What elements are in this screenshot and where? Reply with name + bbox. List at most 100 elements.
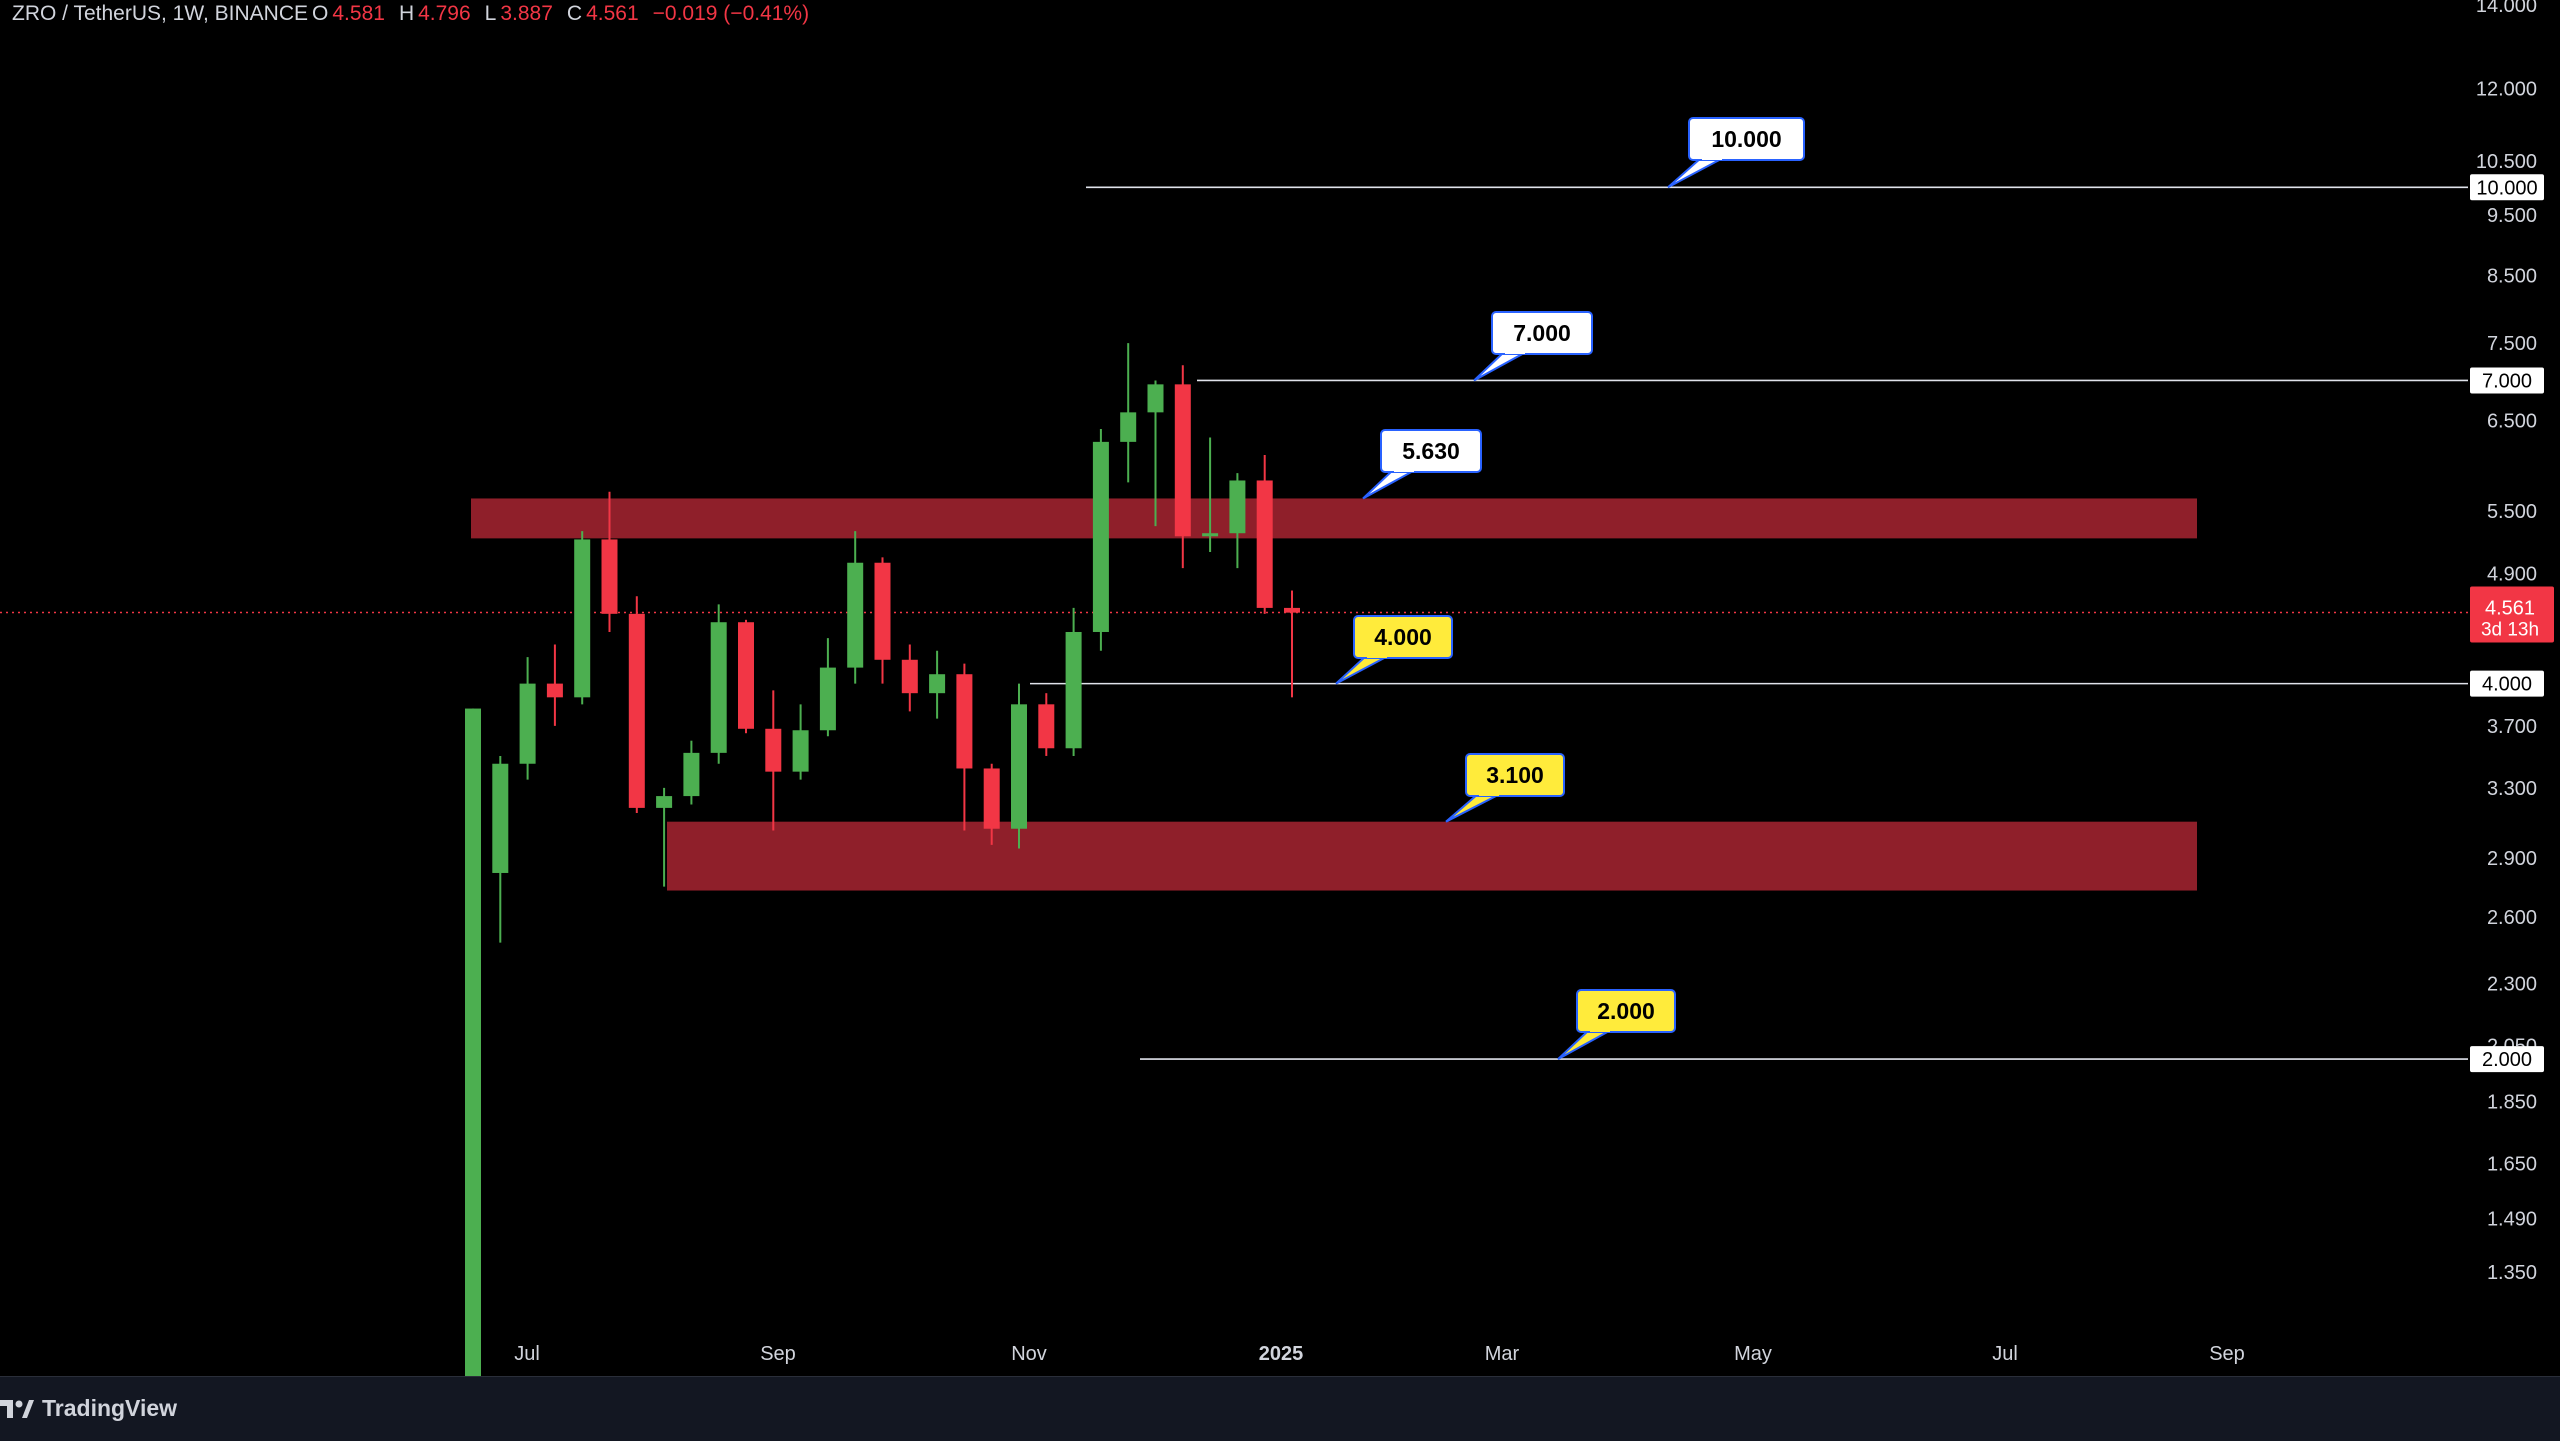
- countdown-label: 3d 13h: [2481, 620, 2539, 641]
- callout-5.630: 5.630: [1362, 429, 1482, 500]
- price-tick: 8.500: [2487, 265, 2537, 287]
- price-tick: 5.500: [2487, 501, 2537, 523]
- candle-body: [1256, 480, 1273, 608]
- candle-body: [738, 622, 754, 729]
- price-tick: 10.500: [2476, 151, 2537, 173]
- price-chart[interactable]: 10.000 7.000 5.630 4.000 3.100 2.000 14.000 12…: [0, 0, 2560, 1376]
- brand-name: TradingView: [42, 1395, 178, 1421]
- price-tick: 12.000: [2476, 79, 2537, 101]
- price-axis: 14.000 12.000 10.500 9.500 8.500 7.500 6.500 5.…: [2470, 0, 2554, 1284]
- axis-level-badge: [2470, 670, 2544, 697]
- callout-2.000: 2.000: [1557, 989, 1676, 1060]
- price-tick: 4.900: [2487, 564, 2537, 586]
- callout-4.000: 4.000: [1335, 615, 1453, 685]
- candle-body: [1038, 704, 1055, 749]
- price-tick: 1.490: [2487, 1209, 2537, 1231]
- candle-body: [901, 659, 918, 694]
- callout-box: [1576, 989, 1676, 1033]
- callout-label: 4.000: [1374, 624, 1432, 650]
- resistance-zone-0: [471, 498, 2197, 539]
- candle-body: [983, 768, 1000, 829]
- time-tick: Sep: [2209, 1343, 2245, 1365]
- callout-pointer: [1362, 469, 1416, 500]
- candle-body: [683, 752, 700, 797]
- open-value: 4.581: [332, 2, 385, 25]
- candles-layer: [465, 343, 1300, 1376]
- resistance-zone-1: [667, 821, 2197, 891]
- price-tick: 3.700: [2487, 716, 2537, 738]
- callout-pointer: [1445, 793, 1501, 823]
- callout-pointer: [1335, 655, 1389, 685]
- candle-body: [929, 674, 946, 694]
- callout-10.000: 10.000: [1667, 117, 1805, 189]
- callout-pointer: [1473, 351, 1527, 382]
- low-label: L: [484, 2, 497, 25]
- axis-level-badge: [2470, 1046, 2544, 1073]
- time-tick: 2025: [1259, 1343, 1304, 1365]
- candle-body: [792, 730, 809, 772]
- candle-body: [819, 667, 836, 731]
- callout-label: 10.000: [1711, 126, 1781, 152]
- callout-3.100: 3.100: [1445, 753, 1565, 823]
- candle-body: [1284, 607, 1300, 613]
- open-label: O: [312, 2, 329, 25]
- time-tick: Sep: [760, 1343, 796, 1365]
- callout-label: 7.000: [1513, 320, 1571, 346]
- time-tick: May: [1734, 1343, 1772, 1365]
- price-tick: 3.300: [2487, 778, 2537, 800]
- time-tick: Nov: [1011, 1343, 1047, 1365]
- candle-body: [628, 613, 645, 808]
- candle-body: [1229, 480, 1246, 534]
- candle-body: [1147, 384, 1164, 413]
- tradingview-brand[interactable]: TradingView: [0, 1395, 177, 1422]
- axis-level-label: 4.000: [2482, 674, 2532, 696]
- callout-box: [1380, 429, 1482, 473]
- time-tick: Mar: [1485, 1343, 1520, 1365]
- callout-joint: [1479, 790, 1499, 796]
- zones-layer: [471, 498, 2197, 891]
- callout-pointer: [1557, 1029, 1612, 1060]
- high-value: 4.796: [418, 2, 471, 25]
- candle-body: [546, 683, 563, 698]
- price-tick: 7.500: [2487, 333, 2537, 355]
- candle-body: [1202, 533, 1219, 537]
- candle-body: [519, 683, 536, 764]
- lines-layer: [0, 186, 2468, 1060]
- price-tick: 2.300: [2487, 973, 2537, 995]
- candle-body: [765, 728, 782, 772]
- axis-level-label: 10.000: [2476, 177, 2537, 199]
- candle-body: [601, 539, 618, 614]
- callout-label: 3.100: [1486, 762, 1544, 788]
- candle-body: [1120, 412, 1137, 442]
- candle-body: [1092, 441, 1109, 632]
- callout-box: [1465, 753, 1565, 797]
- callout-box: [1688, 117, 1805, 161]
- callout-box: [1491, 311, 1593, 355]
- close-label: C: [566, 2, 583, 25]
- price-tick: 2.600: [2487, 907, 2537, 929]
- candle-body: [847, 562, 864, 668]
- high-label: H: [398, 2, 415, 25]
- callout-joint: [1394, 466, 1414, 472]
- price-tick: 2.900: [2487, 848, 2537, 870]
- candle-body: [1174, 384, 1191, 537]
- time-axis: Jul Sep Nov 2025 Mar May Jul Sep: [514, 1343, 2245, 1365]
- callout-label: 2.000: [1597, 998, 1655, 1024]
- price-tick: 14.000: [2476, 0, 2537, 17]
- price-tick: 9.500: [2487, 205, 2537, 227]
- callout-7.000: 7.000: [1473, 311, 1593, 382]
- time-tick: Jul: [514, 1343, 540, 1365]
- bottom-bar: TradingView: [0, 1376, 2560, 1441]
- time-tick: Jul: [1992, 1343, 2018, 1365]
- price-tick: 1.650: [2487, 1153, 2537, 1175]
- candle-body: [656, 796, 673, 808]
- price-tick: 6.500: [2487, 411, 2537, 433]
- close-value: 4.561: [586, 2, 639, 25]
- price-tick: 1.850: [2487, 1091, 2537, 1113]
- low-value: 3.887: [500, 2, 553, 25]
- candle-body: [1011, 704, 1027, 829]
- symbol-label: ZRO / TetherUS, 1W, BINANCE: [12, 2, 309, 25]
- change-value: −0.019 (−0.41%): [652, 2, 810, 25]
- tradingview-logo-icon: [0, 1398, 34, 1420]
- price-tick: 1.350: [2487, 1262, 2537, 1284]
